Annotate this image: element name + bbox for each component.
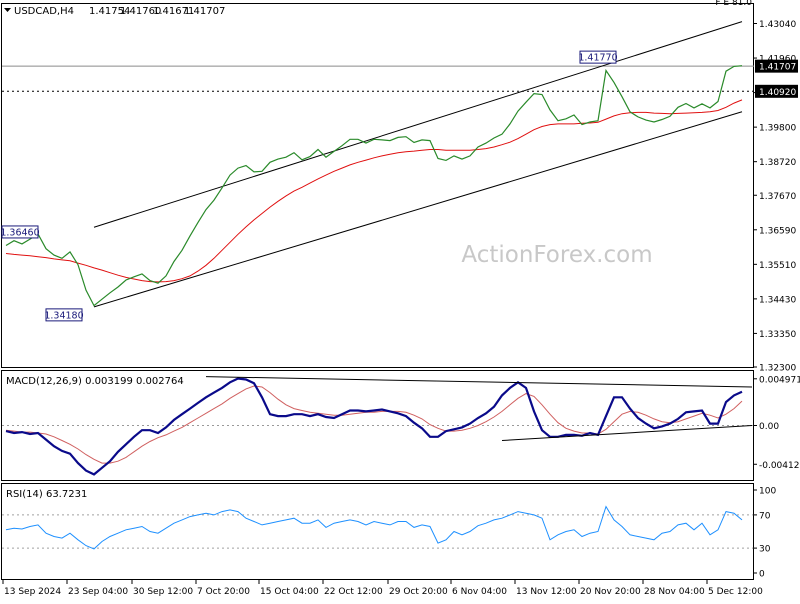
price-ytick-label: 1.43040	[759, 20, 796, 30]
price-ytick-label: 1.34430	[759, 295, 796, 305]
price-ytick-label: 1.36590	[759, 226, 796, 236]
rsi-ytick-label: 0	[759, 570, 765, 580]
rsi-ytick-label: 30	[759, 545, 771, 555]
price-ytick-label: 1.39800	[759, 124, 796, 134]
price-ytick-label: 1.35510	[759, 261, 796, 271]
xtick-label: 6 Nov 04:00	[452, 587, 507, 597]
xtick-label: 20 Nov 20:00	[580, 587, 641, 597]
rsi-ytick-label: 100	[759, 487, 776, 497]
symbol-title: USDCAD,H4	[14, 6, 74, 17]
macd-signal-line	[5, 385, 743, 464]
xtick-label: 23 Sep 04:00	[68, 587, 128, 597]
macd-trendline	[501, 425, 753, 442]
rsi-ytick-label: 70	[759, 511, 771, 521]
price-callout-label: 1.34180	[44, 310, 83, 321]
support-price-tag: 1.40920	[759, 88, 796, 98]
xtick-label: 13 Nov 12:00	[516, 587, 577, 597]
macd-line	[5, 377, 743, 476]
xtick-label: 15 Oct 04:00	[260, 587, 319, 597]
macd-ytick-label: 0.00	[759, 422, 779, 432]
channel-lower-line	[93, 111, 743, 308]
xtick-label: 5 Dec 12:00	[708, 587, 763, 597]
price-callout-label: 1.36460	[0, 227, 39, 238]
xtick-label: 28 Nov 04:00	[644, 587, 705, 597]
rsi-title: RSI(14) 63.7231	[6, 489, 87, 500]
macd-trendline	[205, 376, 753, 388]
ohlc-close: 1.41707	[184, 6, 225, 17]
ohlc-low: 1.41671	[153, 6, 194, 17]
channel-upper-line	[93, 21, 743, 228]
price-panel-frame	[1, 3, 754, 368]
price-ytick-label: 1.38720	[759, 158, 796, 168]
xtick-label: 7 Oct 20:00	[197, 587, 250, 597]
ohlc-high: 1.41760	[120, 6, 161, 17]
rsi-panel-frame	[1, 483, 754, 580]
current-price-tag-box	[755, 59, 798, 73]
macd-ytick-label: 0.004971	[759, 375, 800, 385]
xtick-label: 30 Sep 12:00	[133, 587, 193, 597]
price-callout-box	[579, 50, 617, 64]
current-price-tag: 1.41707	[759, 63, 796, 73]
price-ytick-label: 1.33350	[759, 330, 796, 340]
watermark: ActionForex.com	[461, 242, 652, 268]
macd-ytick-label: -0.004126	[759, 461, 800, 471]
xtick-label: 22 Oct 12:00	[324, 587, 383, 597]
price-line	[5, 65, 743, 307]
price-header: USDCAD,H4 1.41754 1.41760 1.41671 1.4170…	[4, 6, 225, 17]
price-ytick-label: 1.41960	[759, 55, 796, 65]
price-ytick-label: 1.32300	[759, 364, 796, 374]
price-ytick-label: 1.37670	[759, 192, 796, 202]
top-right-label: F E 81.0	[715, 0, 752, 8]
xtick-label: 13 Sep 2024	[4, 587, 61, 597]
price-callout-box	[1, 225, 39, 239]
moving-average-line	[5, 99, 743, 283]
price-callout-label: 1.41770	[578, 53, 617, 64]
support-price-tag-box	[755, 84, 798, 98]
xtick-label: 29 Oct 20:00	[389, 587, 448, 597]
rsi-line	[5, 505, 743, 550]
ohlc-open: 1.41754	[89, 6, 130, 17]
price-callout-box	[45, 308, 83, 322]
macd-title: MACD(12,26,9) 0.003199 0.002764	[6, 376, 184, 387]
collapse-triangle-icon[interactable]	[4, 8, 11, 12]
